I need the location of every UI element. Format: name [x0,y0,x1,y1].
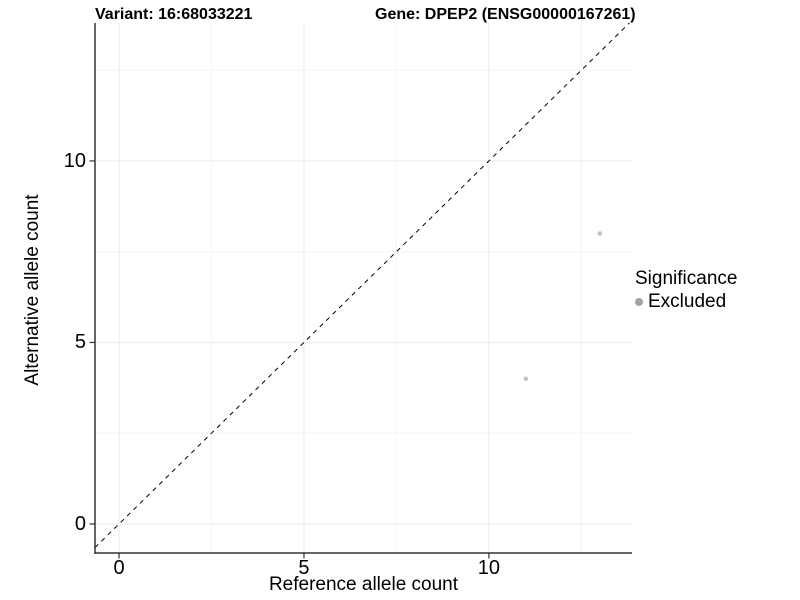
x-axis-title: Reference allele count [268,574,459,595]
identity-reference-line [94,22,630,548]
legend-item-excluded: Excluded [635,291,737,313]
legend-item-label: Excluded [648,291,727,312]
x-tick-label: 5 [298,557,310,579]
legend-key-circle-icon [635,298,643,306]
x-tick-label: 0 [113,557,125,579]
data-point [523,376,529,382]
y-tick-label: 5 [74,331,86,354]
y-tick-label: 0 [74,512,86,535]
x-tick-label: 10 [477,557,500,579]
y-axis-title: Alternative allele count [22,194,43,386]
legend: Significance Excluded [635,268,737,313]
plot-title-gene: Gene: DPEP2 (ENSG00000167261) [375,6,636,23]
data-point [597,231,603,236]
legend-title: Significance [635,268,738,289]
plot-title-variant: Variant: 16:68033221 [95,6,253,23]
y-tick-label: 10 [63,149,86,172]
